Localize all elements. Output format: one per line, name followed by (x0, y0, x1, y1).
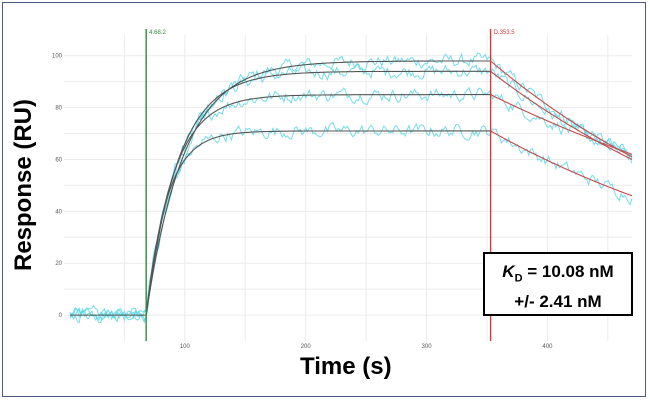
fit-dissociation-2 (490, 70, 633, 160)
fit-association-1 (145, 60, 491, 316)
x-tick-label: 300 (422, 344, 433, 350)
x-tick-label: 100 (180, 344, 191, 350)
axis-ticks: 0 20 40 60 80 100 100 200 300 400 (52, 54, 553, 350)
kd-annotation-box: KD = 10.08 nM +/- 2.41 nM (483, 252, 633, 316)
marker-label-2: D.353.5 (494, 30, 516, 36)
fit-association-2 (145, 70, 491, 316)
y-tick-label: 0 (59, 313, 63, 319)
fit-association-4 (145, 130, 491, 316)
y-tick-label: 80 (55, 106, 62, 112)
fit-dissociation-4 (490, 130, 633, 197)
y-tick-label: 100 (52, 54, 63, 60)
x-axis-label: Time (s) (300, 353, 392, 380)
y-tick-label: 40 (55, 209, 62, 215)
kd-line: KD = 10.08 nM (485, 260, 631, 290)
fit-dissociation-1 (490, 60, 633, 158)
fit-association-3 (145, 94, 491, 316)
y-tick-label: 20 (55, 261, 62, 267)
kd-error: +/- 2.41 nM (514, 292, 602, 312)
x-tick-label: 400 (542, 344, 553, 350)
marker-label-1: 4.68.2 (149, 30, 166, 36)
y-axis-label: Response (RU) (10, 98, 37, 272)
fit-curves (70, 60, 633, 316)
x-tick-label: 200 (301, 344, 312, 350)
y-axis-label-container: Response (RU) (4, 40, 44, 330)
kd-symbol: K (502, 262, 515, 281)
y-tick-label: 60 (55, 157, 62, 163)
kd-value: = 10.08 nM (522, 262, 614, 281)
kd-subscript: D (514, 272, 523, 285)
chart-frame (2, 2, 646, 397)
fit-dissociation-3 (490, 94, 633, 155)
